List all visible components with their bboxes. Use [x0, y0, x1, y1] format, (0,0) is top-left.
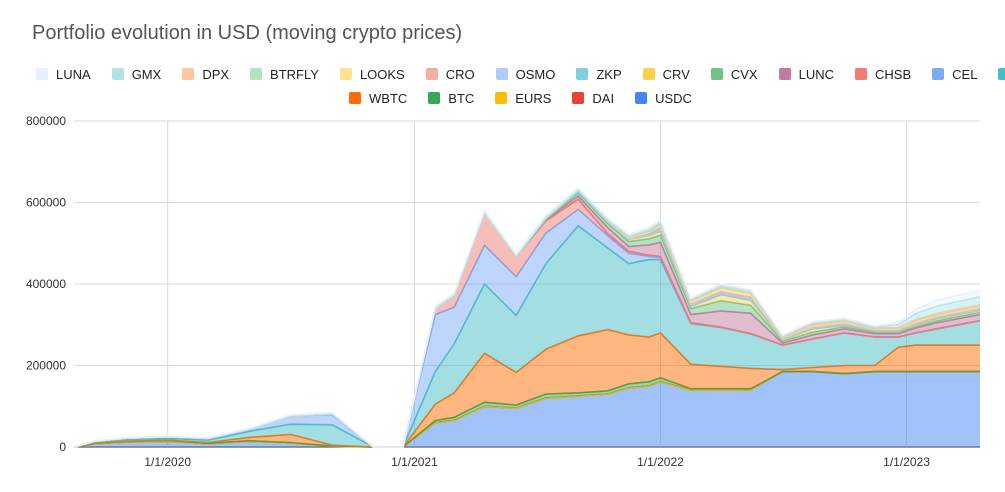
legend-item-lunc[interactable]: LUNC	[778, 66, 835, 82]
area-usdc[interactable]	[74, 371, 980, 447]
legend-item-luna[interactable]: LUNA	[36, 67, 91, 82]
legend-swatch	[778, 68, 791, 80]
chart-legend: LUNA GMX DPX BTRFLY LOOKS CRO OSMO ZKP CRV CVX LUN…	[36, 62, 1005, 110]
legend-item-chsb[interactable]: CHSB	[855, 67, 911, 82]
legend-swatch	[349, 92, 361, 104]
x-tick-label: 1/1/2021	[391, 455, 438, 469]
legend-swatch	[250, 68, 263, 80]
legend-item-looks[interactable]: LOOKS	[339, 66, 405, 82]
legend-item-zkp[interactable]: ZKP	[576, 66, 622, 82]
legend-label: EURS	[515, 90, 552, 106]
legend-item-usdc[interactable]: USDC	[635, 91, 692, 106]
y-tick-label: 0	[59, 440, 66, 454]
legend-swatch	[111, 68, 124, 80]
legend-swatch	[425, 68, 438, 80]
legend-swatch	[36, 68, 48, 80]
legend-label: OSMO	[515, 66, 556, 82]
legend-row: LUNA GMX DPX BTRFLY LOOKS CRO OSMO ZKP CRV CVX LUN…	[36, 62, 1005, 86]
legend-swatch	[572, 92, 585, 104]
legend-label: WBTC	[369, 90, 408, 106]
legend-item-cvx[interactable]: CVX	[710, 66, 758, 82]
legend-label: BTC	[448, 90, 475, 106]
legend-item-crv[interactable]: CRV	[642, 66, 690, 82]
legend-label: GMX	[131, 66, 162, 82]
legend-item-gmx[interactable]: GMX	[111, 66, 162, 82]
legend-swatch	[855, 68, 868, 80]
legend-swatch	[576, 68, 589, 80]
legend-swatch	[182, 68, 195, 80]
legend-item-osmo[interactable]: OSMO	[495, 66, 556, 82]
legend-swatch	[642, 68, 655, 80]
legend-item-dpx[interactable]: DPX	[182, 67, 229, 82]
legend-label: CEL	[952, 66, 978, 82]
area-wbtc[interactable]	[74, 329, 980, 447]
legend-label: USDC	[655, 90, 692, 106]
legend-item-eth[interactable]: ETH	[998, 67, 1005, 82]
legend-label: LUNA	[56, 66, 91, 82]
legend-item-dai[interactable]: DAI	[572, 91, 614, 106]
legend-item-cro[interactable]: CRO	[425, 66, 475, 82]
chart-title: Portfolio evolution in USD (moving crypt…	[32, 22, 463, 44]
legend-swatch	[339, 68, 352, 80]
legend-swatch	[495, 92, 508, 104]
y-tick-label: 200000	[26, 359, 66, 373]
area-chsb[interactable]	[74, 199, 980, 447]
legend-label: CHSB	[875, 66, 912, 82]
legend-label: CVX	[730, 66, 758, 82]
legend-item-eurs[interactable]: EURS	[495, 91, 551, 106]
legend-swatch	[495, 68, 508, 80]
legend-item-wbtc[interactable]: WBTC	[349, 91, 407, 106]
legend-row: WBTC BTC EURS DAI USDC	[36, 86, 976, 110]
legend-label: CRO	[445, 66, 475, 82]
legend-swatch	[635, 92, 648, 104]
legend-swatch	[428, 92, 441, 104]
x-tick-label: 1/1/2022	[637, 455, 684, 469]
legend-swatch	[710, 68, 723, 80]
legend-label: BTRFLY	[270, 66, 319, 82]
y-tick-label: 600000	[26, 196, 66, 210]
legend-swatch	[932, 68, 945, 80]
legend-label: LUNC	[798, 66, 835, 82]
legend-label: DPX	[202, 66, 230, 82]
x-tick-label: 1/1/2023	[883, 455, 930, 469]
area-eth[interactable]	[74, 225, 980, 447]
x-tick-label: 1/1/2020	[144, 455, 191, 469]
y-tick-label: 800000	[26, 114, 66, 128]
legend-item-cel[interactable]: CEL	[932, 67, 977, 82]
line-luna[interactable]	[73, 186, 981, 448]
legend-label: LOOKS	[359, 66, 405, 82]
y-tick-label: 400000	[26, 277, 66, 291]
legend-label: CRV	[662, 66, 690, 82]
legend-swatch	[998, 68, 1005, 80]
stacked-areas	[73, 186, 981, 448]
legend-item-btc[interactable]: BTC	[428, 91, 474, 106]
legend-label: ZKP	[596, 66, 622, 82]
legend-label: DAI	[592, 90, 615, 106]
legend-item-btrfly[interactable]: BTRFLY	[250, 67, 319, 82]
